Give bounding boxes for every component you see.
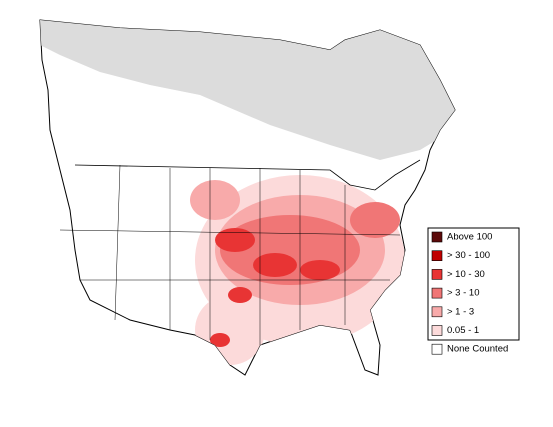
range-peak bbox=[215, 228, 255, 252]
legend-label: None Counted bbox=[447, 344, 508, 355]
legend: Above 100 > 30 - 100 > 10 - 30 > 3 - 10 > 1 … bbox=[431, 231, 508, 355]
legend-label: Above 100 bbox=[447, 232, 492, 243]
range-peak bbox=[228, 287, 252, 303]
legend-swatch bbox=[431, 343, 443, 355]
no-data-region bbox=[40, 20, 455, 160]
legend-label: > 3 - 10 bbox=[447, 288, 479, 299]
legend-label: > 30 - 100 bbox=[447, 250, 490, 261]
legend-swatch bbox=[431, 269, 443, 280]
state-lines bbox=[59, 164, 401, 345]
legend-swatch bbox=[431, 287, 443, 299]
range-peak bbox=[210, 333, 230, 347]
legend-swatch bbox=[431, 325, 443, 336]
legend-label: 0.05 - 1 bbox=[447, 325, 479, 336]
range-mid bbox=[190, 180, 240, 220]
legend-label: > 1 - 3 bbox=[447, 306, 474, 317]
range-peak bbox=[300, 260, 340, 280]
legend-swatch bbox=[431, 231, 443, 243]
border bbox=[74, 159, 421, 191]
legend-box bbox=[427, 227, 520, 341]
legend-swatch bbox=[431, 306, 443, 318]
land bbox=[39, 19, 456, 376]
legend-label: > 10 - 30 bbox=[447, 269, 485, 280]
range-peak bbox=[253, 253, 297, 277]
legend-swatch bbox=[431, 250, 443, 261]
range-light bbox=[195, 295, 265, 365]
range-high bbox=[350, 202, 400, 238]
